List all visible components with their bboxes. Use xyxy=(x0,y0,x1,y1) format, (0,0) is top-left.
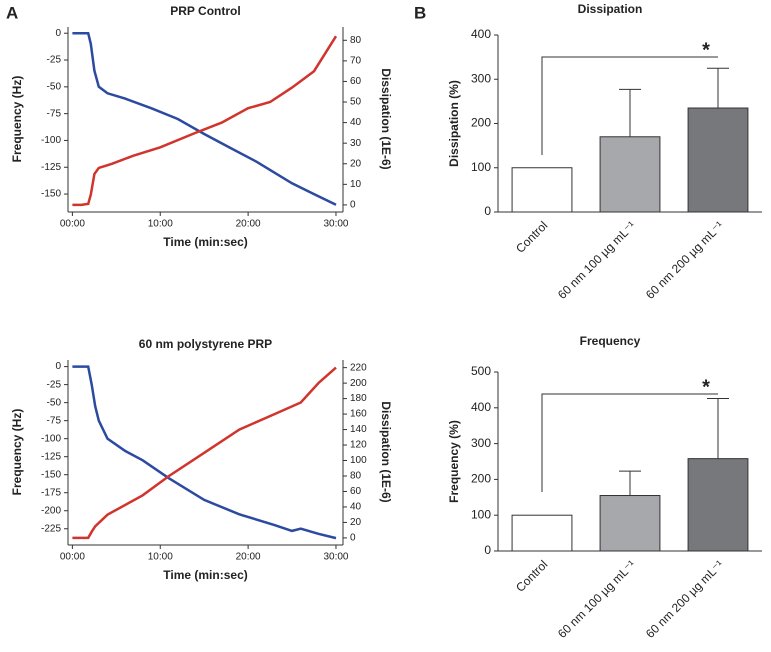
y2-tick-label: 20 xyxy=(350,158,362,169)
data-line xyxy=(72,366,337,540)
x-tick-label: 10:00 xyxy=(148,552,173,563)
y-tick-label: -150 xyxy=(41,189,61,200)
y2-tick-label: 0 xyxy=(350,533,356,544)
y2-tick-label: 120 xyxy=(350,440,367,451)
y-tick-label: -100 xyxy=(41,433,61,444)
x-axis-label: Time (min:sec) xyxy=(163,235,247,249)
y-tick-label: -75 xyxy=(47,415,62,426)
y2-tick-label: 20 xyxy=(350,517,362,528)
y-tick-label: -25 xyxy=(47,55,62,66)
panel-label: B xyxy=(414,3,426,22)
y-tick-label: 400 xyxy=(471,27,491,41)
x-tick-label: 10:00 xyxy=(148,219,173,230)
y2-tick-label: 10 xyxy=(350,179,362,190)
y2-tick-label: 40 xyxy=(350,502,362,513)
y-tick-label: -175 xyxy=(41,487,61,498)
y-tick-label: 400 xyxy=(471,400,491,414)
y2-axis-label: Dissipation (1E-6) xyxy=(379,68,393,169)
bar xyxy=(511,514,573,552)
bar xyxy=(599,136,661,213)
chart-title: 60 nm polystyrene PRP xyxy=(139,337,272,351)
bar xyxy=(599,495,661,552)
panel-label: A xyxy=(6,3,18,22)
x-tick-label: 60 nm 200 µg mL⁻¹ xyxy=(643,557,726,640)
y-tick-label: -50 xyxy=(47,397,62,408)
chart-title: Frequency xyxy=(580,334,641,348)
x-tick-label: Control xyxy=(513,557,550,594)
y2-tick-label: 220 xyxy=(350,362,367,373)
y-tick-label: -50 xyxy=(47,81,62,92)
y2-axis-label: Dissipation (1E-6) xyxy=(379,401,393,502)
y2-tick-label: 200 xyxy=(350,378,367,389)
data-line xyxy=(72,31,337,206)
y-tick-label: -125 xyxy=(41,451,61,462)
annotation: * xyxy=(702,39,710,61)
y-tick-label: -150 xyxy=(41,469,61,480)
y2-tick-label: 70 xyxy=(350,56,362,67)
y-tick-label: -125 xyxy=(41,162,61,173)
y2-tick-label: 60 xyxy=(350,76,362,87)
y-tick-label: 300 xyxy=(471,71,491,85)
y2-tick-label: 50 xyxy=(350,97,362,108)
chart-title: PRP Control xyxy=(170,4,240,18)
y-tick-label: 100 xyxy=(471,160,491,174)
y2-tick-label: 80 xyxy=(350,35,362,46)
y-axis-label: Dissipation (%) xyxy=(447,80,461,167)
significance-bracket xyxy=(541,393,718,492)
significance-bracket xyxy=(541,56,718,155)
y2-tick-label: 160 xyxy=(350,409,367,420)
y-axis-label: Frequency (Hz) xyxy=(10,76,24,163)
x-tick-label: 60 nm 100 µg mL⁻¹ xyxy=(555,557,638,640)
y2-tick-label: 30 xyxy=(350,138,362,149)
y-tick-label: -25 xyxy=(47,379,62,390)
bar xyxy=(687,458,749,552)
x-tick-label: 20:00 xyxy=(236,552,261,563)
y-tick-label: 0 xyxy=(484,204,491,218)
x-axis-label: Time (min:sec) xyxy=(163,568,247,582)
y2-tick-label: 180 xyxy=(350,393,367,404)
x-tick-label: 60 nm 200 µg mL⁻¹ xyxy=(643,218,726,301)
x-tick-label: 00:00 xyxy=(60,219,85,230)
y-tick-label: -75 xyxy=(47,108,62,119)
x-tick-label: 00:00 xyxy=(60,552,85,563)
annotation: * xyxy=(702,376,710,398)
x-tick-label: 30:00 xyxy=(323,552,348,563)
data-line xyxy=(72,35,338,207)
y-tick-label: 0 xyxy=(55,361,61,372)
y2-tick-label: 60 xyxy=(350,486,362,497)
y2-tick-label: 0 xyxy=(350,200,356,211)
y2-tick-label: 80 xyxy=(350,471,362,482)
y2-tick-label: 140 xyxy=(350,424,367,435)
y-tick-label: 100 xyxy=(471,507,491,521)
x-tick-label: 60 nm 100 µg mL⁻¹ xyxy=(555,218,638,301)
bar xyxy=(687,107,749,213)
x-tick-label: 20:00 xyxy=(236,219,261,230)
y-tick-label: 200 xyxy=(471,116,491,130)
x-tick-label: Control xyxy=(513,218,550,255)
y-tick-label: 200 xyxy=(471,472,491,486)
y-axis-label: Frequency (Hz) xyxy=(10,409,24,496)
y-tick-label: 500 xyxy=(471,364,491,378)
y2-tick-label: 100 xyxy=(350,455,367,466)
bar xyxy=(511,167,573,213)
y-tick-label: -225 xyxy=(41,523,61,534)
chart-title: Dissipation xyxy=(578,2,643,16)
y-tick-label: -100 xyxy=(41,135,61,146)
y-tick-label: 300 xyxy=(471,436,491,450)
y-tick-label: 0 xyxy=(55,28,61,39)
x-tick-label: 30:00 xyxy=(323,219,348,230)
data-line xyxy=(72,365,337,540)
y-tick-label: -200 xyxy=(41,505,61,516)
y-tick-label: 0 xyxy=(484,543,491,557)
y-axis-label: Frequency (%) xyxy=(447,420,461,503)
y2-tick-label: 40 xyxy=(350,117,362,128)
